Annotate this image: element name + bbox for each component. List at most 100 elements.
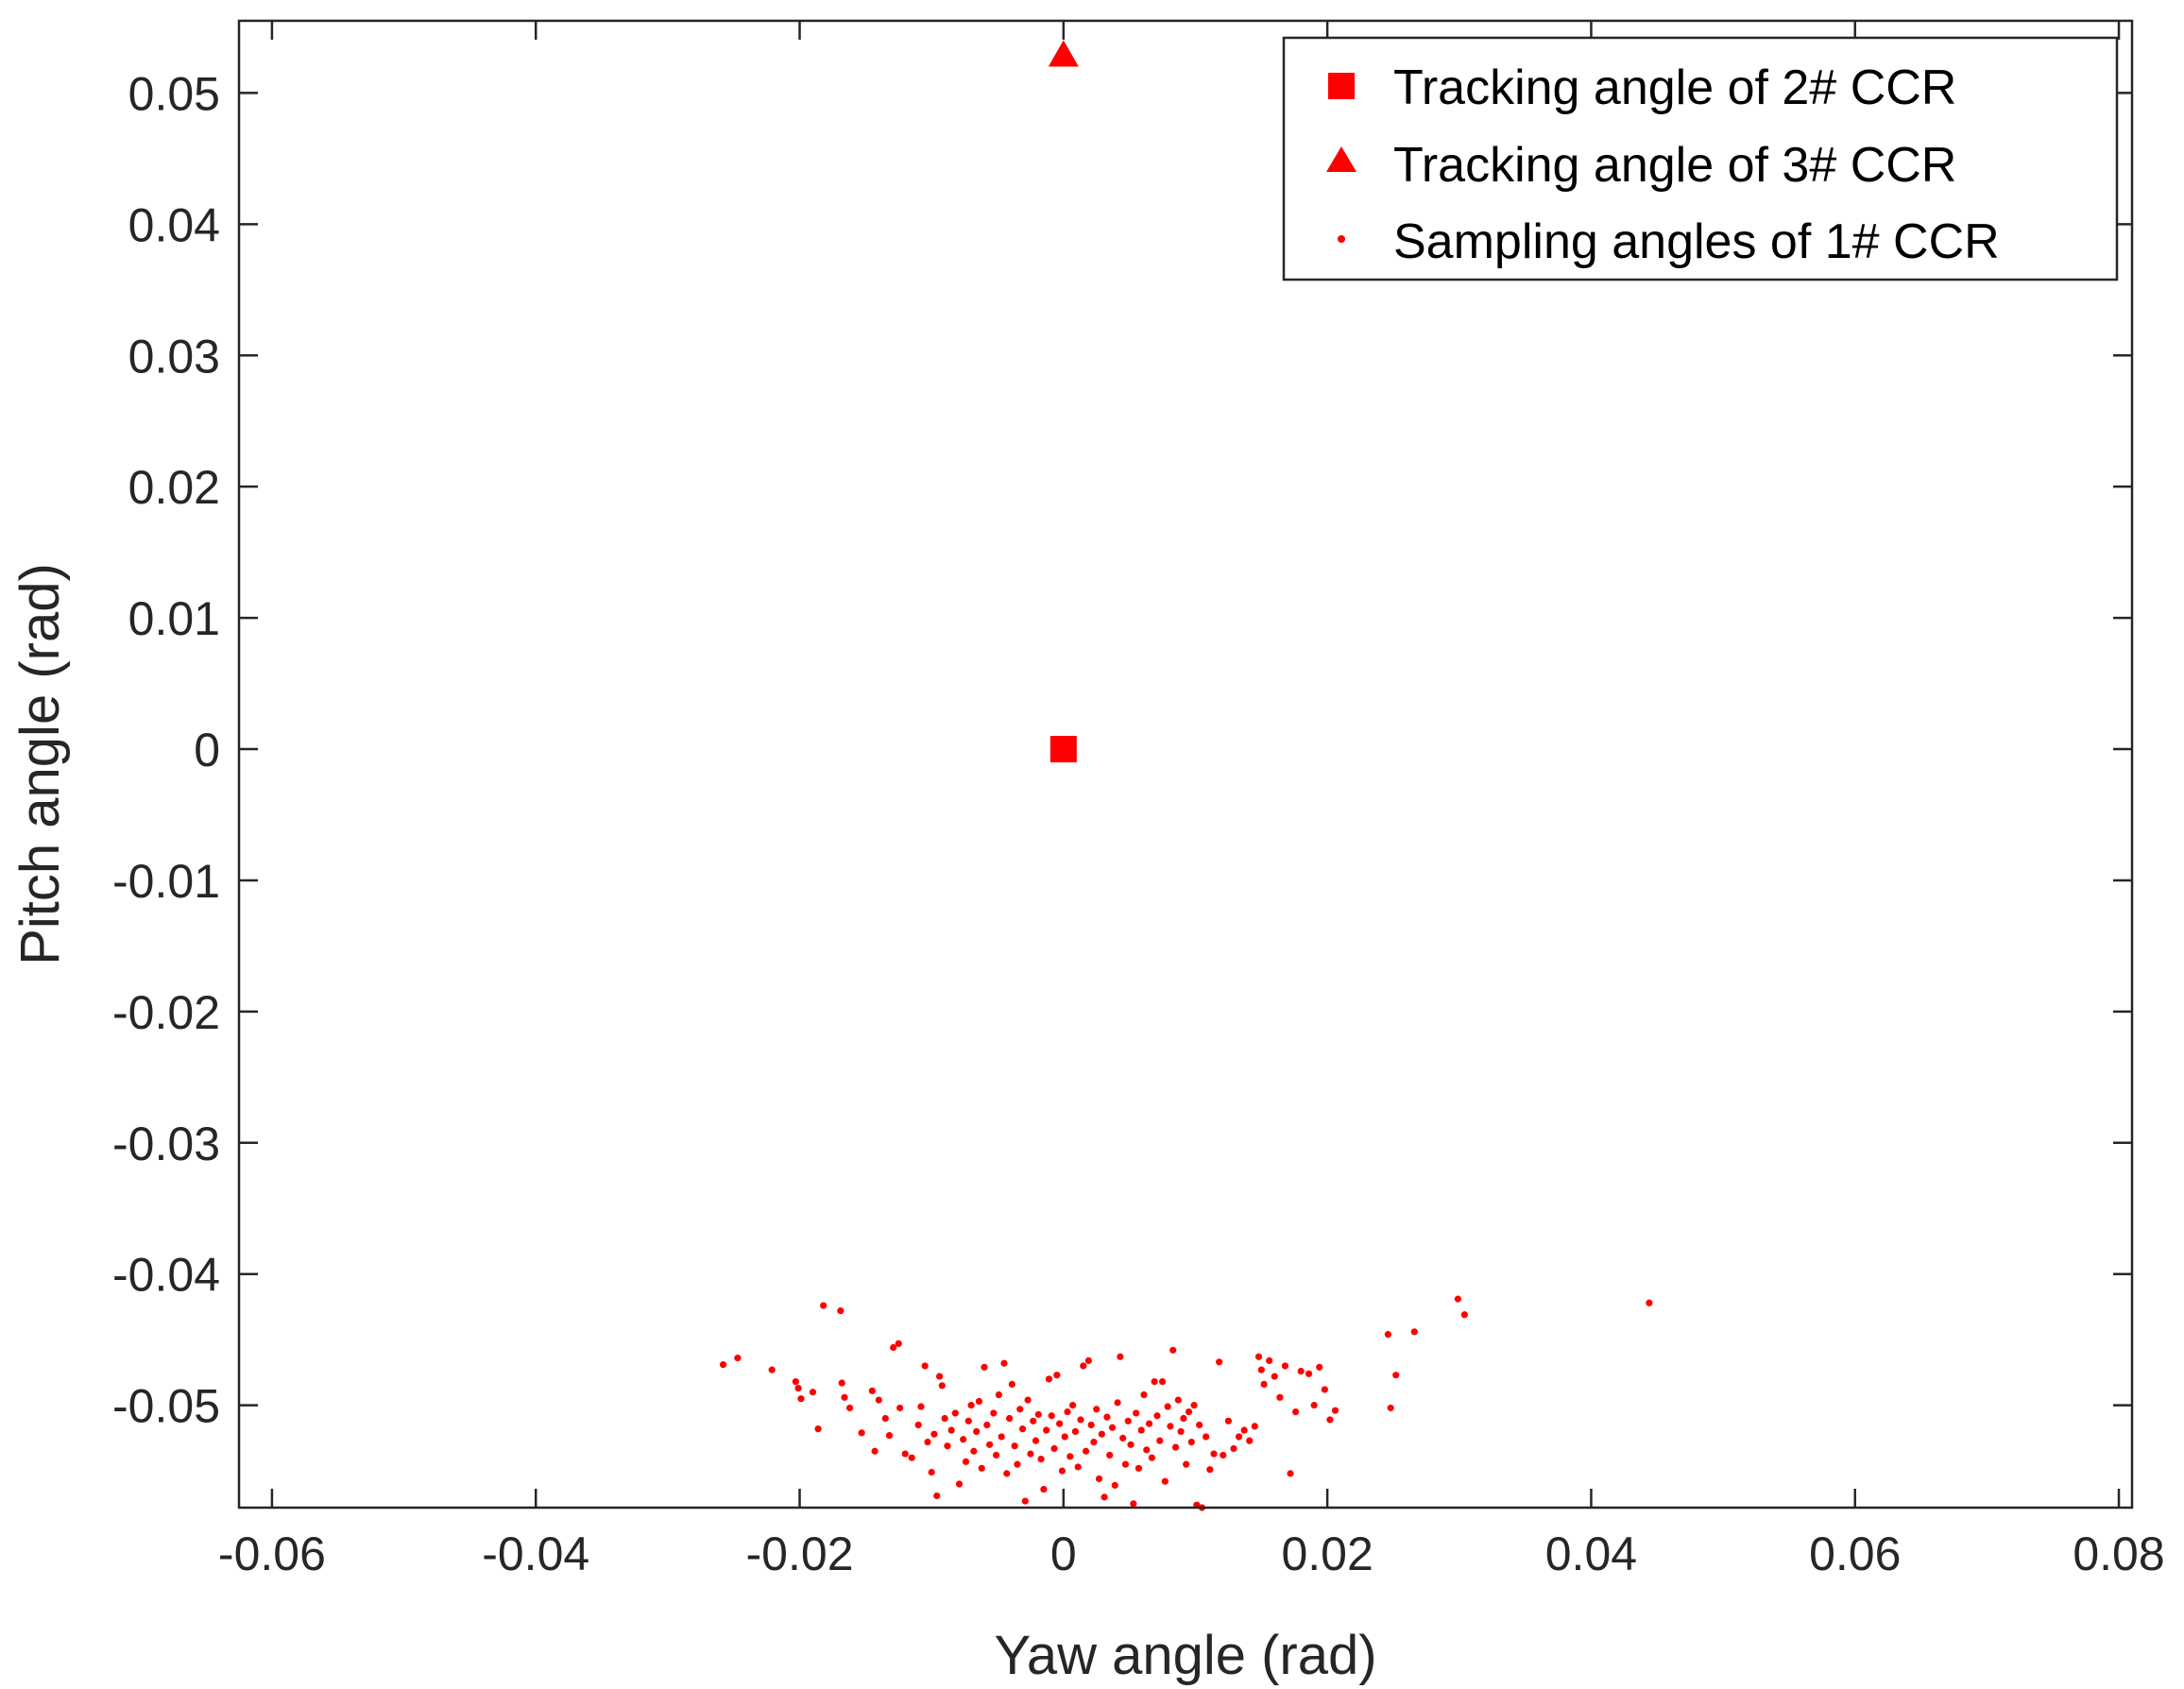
data-point-1-ccr bbox=[1246, 1437, 1254, 1444]
x-tick-label: 0.02 bbox=[1281, 1527, 1373, 1580]
data-point-1-ccr bbox=[1410, 1328, 1418, 1336]
data-point-1-ccr bbox=[1087, 1421, 1095, 1429]
data-point-1-ccr bbox=[1080, 1362, 1087, 1370]
data-point-1-ccr bbox=[1224, 1417, 1232, 1425]
data-point-1-ccr bbox=[1190, 1402, 1198, 1409]
data-point-1-ccr bbox=[1140, 1390, 1148, 1399]
data-point-1-ccr bbox=[981, 1363, 988, 1371]
data-point-1-ccr bbox=[1117, 1353, 1124, 1360]
data-point-1-ccr bbox=[734, 1355, 742, 1362]
data-point-1-ccr bbox=[938, 1382, 946, 1390]
data-point-1-ccr bbox=[845, 1404, 854, 1412]
data-point-1-ccr bbox=[1021, 1497, 1029, 1505]
x-tick-label: -0.06 bbox=[218, 1527, 326, 1580]
data-point-1-ccr bbox=[924, 1438, 931, 1446]
data-point-1-ccr bbox=[1203, 1433, 1210, 1441]
data-point-1-ccr bbox=[1145, 1420, 1153, 1427]
data-point-1-ccr bbox=[1037, 1455, 1045, 1463]
data-point-1-ccr bbox=[917, 1403, 925, 1410]
x-axis-label: Yaw angle (rad) bbox=[994, 1625, 1376, 1686]
data-point-1-ccr bbox=[1384, 1331, 1391, 1339]
data-point-1-ccr bbox=[947, 1426, 955, 1434]
data-point-1-ccr bbox=[1077, 1416, 1084, 1424]
data-point-1-ccr bbox=[1326, 1416, 1334, 1424]
data-point-1-ccr bbox=[1061, 1433, 1068, 1441]
data-point-1-ccr bbox=[1266, 1356, 1273, 1365]
data-point-1-ccr bbox=[1101, 1493, 1108, 1501]
data-point-1-ccr bbox=[1068, 1402, 1077, 1409]
data-point-1-ccr bbox=[1011, 1442, 1018, 1450]
data-point-1-ccr bbox=[814, 1425, 822, 1433]
data-point-1-ccr bbox=[1276, 1393, 1284, 1401]
x-tick-label: 0.04 bbox=[1545, 1527, 1637, 1580]
data-point-1-ccr bbox=[1161, 1477, 1169, 1485]
data-point-1-ccr bbox=[1043, 1426, 1050, 1434]
data-point-1-ccr bbox=[962, 1458, 970, 1465]
data-point-1-ccr bbox=[1187, 1438, 1195, 1446]
data-point-1-ccr bbox=[1257, 1366, 1265, 1373]
y-tick-label: 0.04 bbox=[128, 198, 220, 251]
data-point-1-ccr bbox=[841, 1393, 848, 1401]
data-point-1-ccr bbox=[1066, 1453, 1074, 1460]
data-point-1-ccr bbox=[1460, 1311, 1468, 1319]
data-point-1-ccr bbox=[1387, 1404, 1394, 1412]
data-point-1-ccr bbox=[1158, 1378, 1167, 1386]
x-tick-label: -0.04 bbox=[482, 1527, 589, 1580]
data-point-1-ccr bbox=[983, 1421, 991, 1429]
data-point-1-ccr bbox=[1090, 1438, 1098, 1446]
plot-area bbox=[719, 40, 1653, 1511]
data-point-1-ccr bbox=[1095, 1475, 1103, 1483]
legend-square-marker bbox=[1328, 73, 1355, 99]
data-point-1-ccr bbox=[995, 1390, 1002, 1399]
data-point-1-ccr bbox=[1164, 1403, 1171, 1410]
data-point-1-ccr bbox=[1171, 1443, 1180, 1451]
y-tick-label: 0 bbox=[194, 724, 220, 776]
data-point-1-ccr bbox=[858, 1429, 865, 1437]
data-point-1-ccr bbox=[1135, 1464, 1143, 1472]
data-point-1-ccr bbox=[809, 1389, 817, 1396]
data-point-1-ccr bbox=[930, 1430, 938, 1438]
data-point-1-ccr bbox=[1003, 1470, 1011, 1477]
data-point-1-ccr bbox=[1114, 1399, 1121, 1407]
data-point-1-ccr bbox=[1111, 1481, 1118, 1489]
data-point-1-ccr bbox=[1316, 1363, 1323, 1371]
data-point-1-ccr bbox=[1206, 1466, 1214, 1474]
data-point-1-ccr bbox=[719, 1360, 727, 1369]
data-point-1-ccr bbox=[1216, 1358, 1223, 1366]
data-point-1-ccr bbox=[1034, 1410, 1042, 1418]
data-point-1-ccr bbox=[1254, 1353, 1263, 1360]
x-tick-label: -0.02 bbox=[746, 1527, 854, 1580]
data-point-1-ccr bbox=[768, 1366, 776, 1373]
data-point-1-ccr bbox=[1048, 1412, 1055, 1420]
data-point-1-ccr bbox=[955, 1480, 964, 1488]
data-point-1-ccr bbox=[1084, 1356, 1092, 1365]
data-point-1-ccr bbox=[1133, 1409, 1140, 1417]
data-point-1-ccr bbox=[1127, 1441, 1135, 1448]
data-point-1-ccr bbox=[1093, 1406, 1101, 1413]
data-point-1-ccr bbox=[885, 1431, 894, 1440]
y-tick-label: -0.05 bbox=[112, 1380, 220, 1433]
data-point-1-ccr bbox=[1106, 1451, 1114, 1459]
data-point-1-ccr bbox=[1169, 1346, 1177, 1354]
data-point-1-ccr bbox=[986, 1441, 994, 1448]
data-point-1-ccr bbox=[901, 1450, 909, 1458]
data-point-1-ccr bbox=[1167, 1423, 1174, 1430]
data-point-1-ccr bbox=[1174, 1396, 1182, 1404]
y-tick-label: 0.05 bbox=[128, 67, 220, 120]
data-point-2-ccr bbox=[1049, 736, 1077, 763]
data-point-1-ccr bbox=[1016, 1406, 1024, 1413]
y-axis-label: Pitch angle (rad) bbox=[9, 563, 71, 965]
data-point-1-ccr bbox=[1000, 1359, 1008, 1367]
data-point-1-ccr bbox=[944, 1442, 951, 1450]
data-point-1-ccr bbox=[978, 1464, 985, 1472]
data-point-1-ccr bbox=[1220, 1451, 1227, 1459]
data-point-1-ccr bbox=[933, 1492, 941, 1500]
data-point-1-ccr bbox=[1024, 1396, 1032, 1404]
data-point-1-ccr bbox=[941, 1414, 948, 1423]
data-point-1-ccr bbox=[973, 1427, 981, 1436]
data-point-1-ccr bbox=[896, 1404, 904, 1412]
data-point-1-ccr bbox=[794, 1384, 802, 1392]
data-point-1-ccr bbox=[1032, 1437, 1040, 1444]
y-tick-label: -0.01 bbox=[112, 855, 220, 908]
y-tick-label: -0.03 bbox=[112, 1117, 220, 1170]
